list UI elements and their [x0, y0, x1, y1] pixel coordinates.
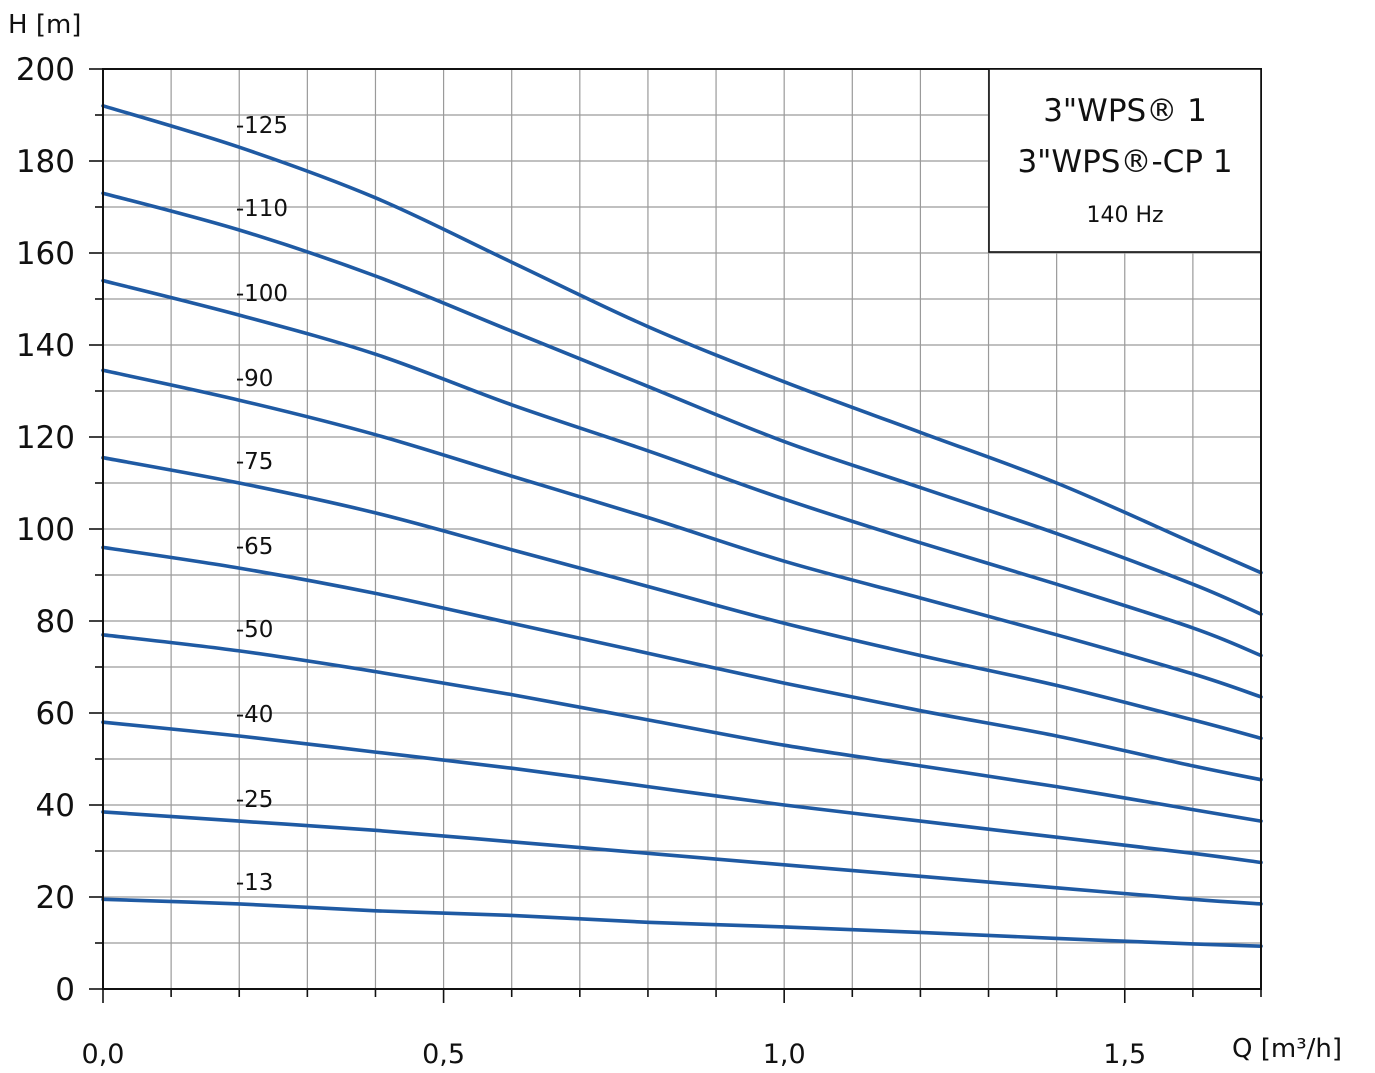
x-tick-label: 1,0	[763, 1039, 806, 1070]
curve-50	[101, 633, 1263, 823]
legend-frequency: 140 Hz	[1086, 203, 1163, 228]
curve-25	[101, 810, 1263, 906]
curve-90	[101, 368, 1263, 699]
y-tick-label: 100	[16, 512, 75, 548]
curve-label-75: -75	[236, 449, 274, 475]
curve-65	[101, 545, 1263, 782]
curve-label-40: -40	[236, 702, 274, 728]
curve-label-50: -50	[236, 617, 274, 643]
x-tick-label: 1,5	[1103, 1039, 1146, 1070]
curves	[101, 104, 1263, 949]
curve-100	[101, 278, 1263, 658]
y-tick-label: 160	[16, 236, 75, 272]
y-tick-label: 20	[36, 880, 75, 916]
x-axis-label: Q [m³/h]	[1232, 1034, 1342, 1064]
curve-125	[101, 104, 1263, 575]
y-tick-label: 140	[16, 328, 75, 364]
y-tick-label: 80	[36, 604, 75, 640]
y-tick-label: 200	[16, 52, 75, 88]
curve-label-65: -65	[236, 534, 274, 560]
curve-labels: -125 -110 -100 -90 -75 -65 -50 -40 -25 -13	[236, 113, 288, 896]
legend-frame	[988, 68, 1262, 253]
x-tick-label: 0,5	[422, 1039, 465, 1070]
y-tick-label: 180	[16, 144, 75, 180]
curve-label-90: -90	[236, 366, 274, 392]
curve-label-125: -125	[236, 113, 288, 139]
curve-label-13: -13	[236, 870, 274, 896]
axis-ticks: 0 20 40 60 80 100 120 140 160 180 200 0,0 0,5 1,0 1,5	[16, 52, 1262, 1070]
curve-75	[101, 455, 1263, 741]
curve-13	[101, 897, 1263, 949]
y-tick-label: 40	[36, 788, 75, 824]
y-tick-label: 60	[36, 696, 75, 732]
y-tick-label: 0	[55, 972, 75, 1008]
legend-line-1: 3"WPS® 1	[1043, 93, 1207, 129]
curve-110	[101, 191, 1263, 616]
curve-label-110: -110	[236, 196, 288, 222]
curve-label-25: -25	[236, 787, 274, 813]
legend-line-2: 3"WPS®-CP 1	[1017, 144, 1232, 180]
y-axis-label: H [m]	[8, 10, 81, 40]
x-tick-label: 0,0	[82, 1039, 125, 1070]
curve-label-100: -100	[236, 281, 288, 307]
curve-40	[101, 720, 1263, 865]
legend-box: 3"WPS® 1 3"WPS®-CP 1 140 Hz	[988, 68, 1262, 253]
y-tick-label: 120	[16, 420, 75, 456]
